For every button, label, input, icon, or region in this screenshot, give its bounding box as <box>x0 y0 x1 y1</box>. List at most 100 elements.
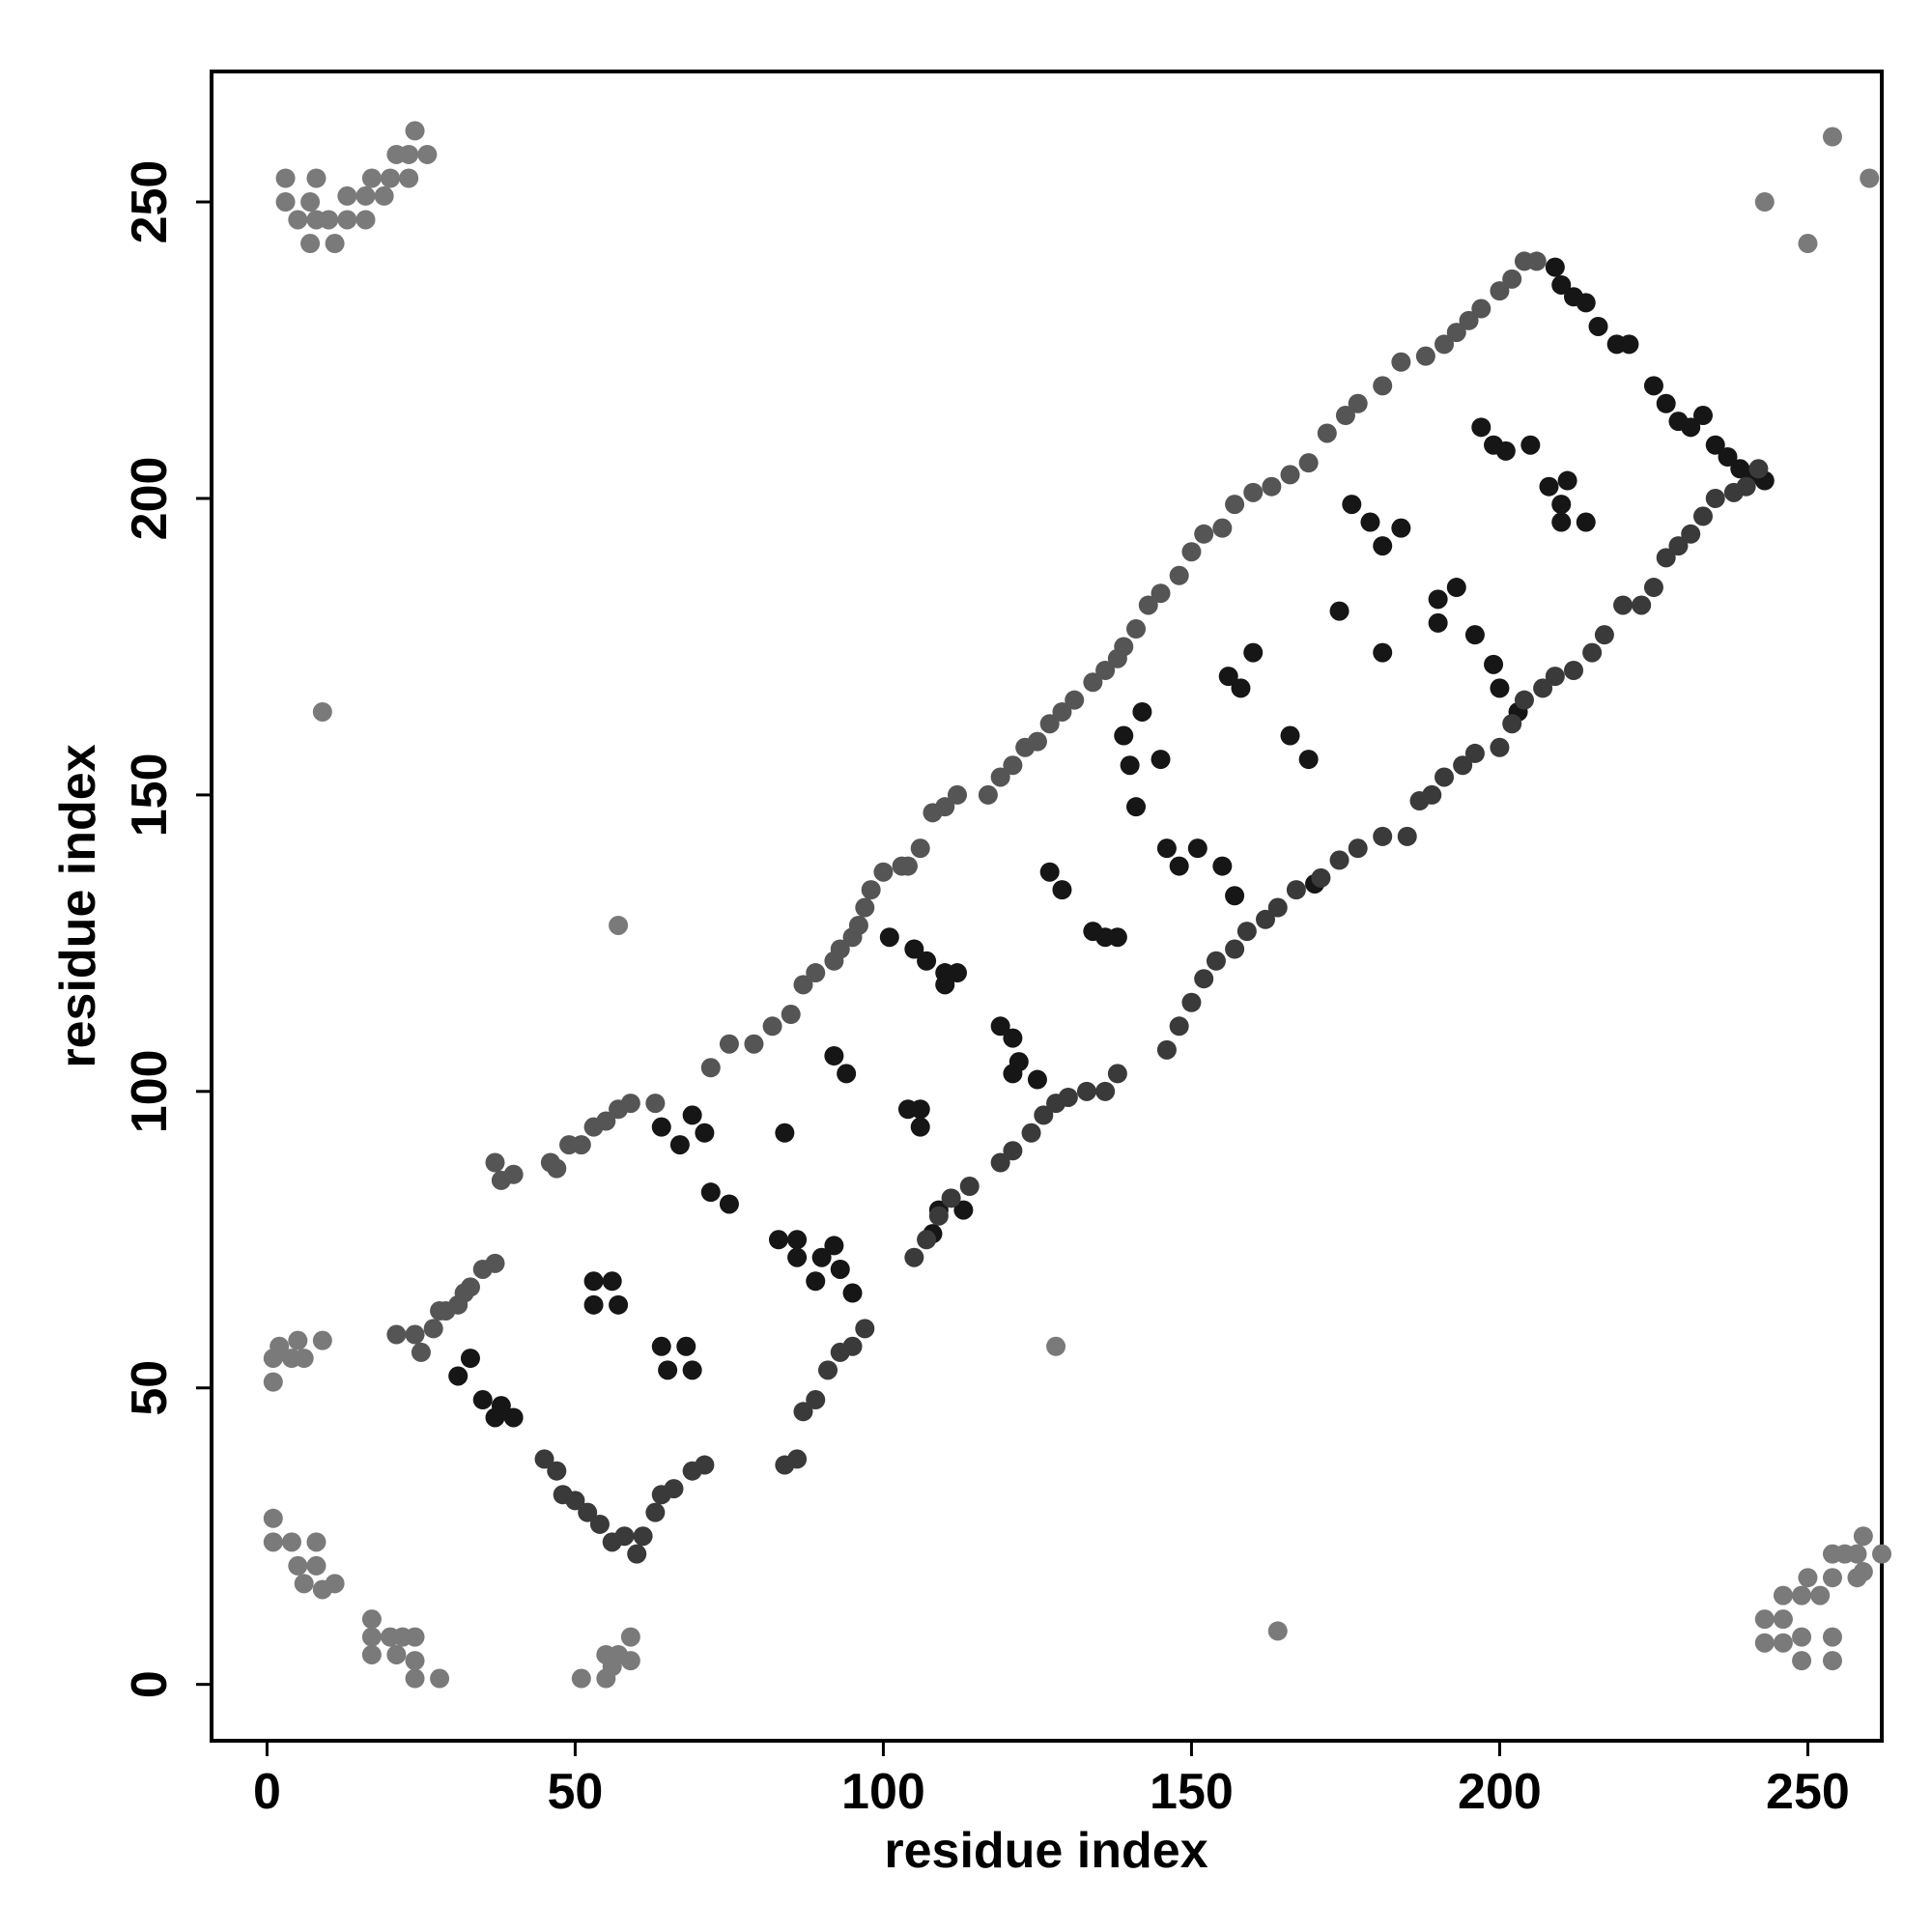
point <box>1212 518 1233 538</box>
point <box>1705 488 1725 508</box>
point <box>1391 518 1411 538</box>
point <box>1792 1651 1812 1671</box>
point <box>947 784 967 805</box>
point <box>904 939 924 959</box>
point <box>855 897 875 918</box>
point <box>312 1330 332 1350</box>
point <box>1822 127 1842 147</box>
point <box>1435 334 1455 355</box>
y-tick-label: 100 <box>122 1049 178 1133</box>
point <box>1643 578 1663 598</box>
point <box>676 1336 696 1356</box>
point <box>1218 667 1238 687</box>
point <box>319 210 339 230</box>
point <box>583 1294 604 1315</box>
point <box>947 963 967 983</box>
point <box>1156 838 1177 859</box>
point <box>355 185 376 206</box>
point <box>1588 316 1608 336</box>
point <box>1151 583 1171 604</box>
point <box>855 1319 875 1339</box>
point <box>1095 1081 1116 1101</box>
point <box>1718 447 1738 468</box>
point <box>485 1152 505 1173</box>
point <box>1822 1651 1842 1671</box>
point <box>1126 619 1147 639</box>
point <box>620 1094 640 1114</box>
point <box>1446 578 1466 598</box>
point <box>645 1094 666 1114</box>
point <box>399 168 419 188</box>
point <box>578 1502 598 1522</box>
point <box>361 1644 382 1664</box>
point <box>651 1117 671 1137</box>
point <box>430 1668 450 1689</box>
point <box>411 1342 431 1362</box>
point <box>1236 922 1257 942</box>
point <box>1563 660 1583 680</box>
point <box>1206 951 1226 971</box>
point <box>1545 667 1565 687</box>
point <box>1471 417 1492 438</box>
point <box>990 767 1010 787</box>
point <box>917 1230 937 1250</box>
point <box>1003 1028 1023 1048</box>
point <box>1225 495 1245 515</box>
point <box>1034 1105 1054 1125</box>
point <box>1065 690 1085 710</box>
point <box>1335 406 1355 426</box>
point <box>1373 826 1393 846</box>
point <box>1773 1585 1793 1605</box>
y-tick-label: 250 <box>122 160 178 244</box>
point <box>1792 1585 1812 1605</box>
point <box>824 1045 844 1065</box>
point <box>1114 725 1134 746</box>
point <box>1181 542 1202 562</box>
point <box>405 121 425 141</box>
point <box>1435 767 1455 787</box>
point <box>614 1526 635 1547</box>
point <box>1464 743 1485 763</box>
point <box>1773 1609 1793 1630</box>
point <box>793 975 813 995</box>
point <box>1391 352 1411 372</box>
point <box>355 210 376 230</box>
point <box>1194 524 1214 544</box>
point <box>263 1372 283 1392</box>
point <box>1181 992 1202 1012</box>
point <box>719 1194 739 1214</box>
point <box>897 856 918 876</box>
point <box>1058 1087 1078 1107</box>
point <box>1582 642 1603 663</box>
point <box>263 1508 283 1528</box>
point <box>1342 495 1362 515</box>
point <box>1459 310 1479 330</box>
plot-frame <box>210 70 1884 1743</box>
point <box>1853 1526 1873 1547</box>
point <box>1490 737 1510 757</box>
point <box>1076 1081 1096 1101</box>
point <box>325 1574 345 1594</box>
point <box>1255 909 1275 929</box>
point <box>1243 482 1264 502</box>
point <box>1792 1627 1812 1647</box>
point <box>1397 826 1417 846</box>
point <box>1003 1064 1023 1084</box>
point <box>861 880 881 900</box>
point <box>460 1349 480 1369</box>
point <box>1046 1336 1066 1356</box>
point <box>1107 927 1127 948</box>
point <box>602 1271 622 1292</box>
point <box>700 1182 721 1203</box>
point <box>1212 856 1233 876</box>
point <box>288 1555 308 1576</box>
point <box>1027 1069 1047 1090</box>
point <box>917 951 937 971</box>
point <box>263 1532 283 1552</box>
point <box>1539 476 1559 497</box>
point <box>472 1390 493 1410</box>
point <box>879 927 899 948</box>
point <box>842 1336 863 1356</box>
point <box>658 1360 678 1380</box>
point <box>405 1668 425 1689</box>
